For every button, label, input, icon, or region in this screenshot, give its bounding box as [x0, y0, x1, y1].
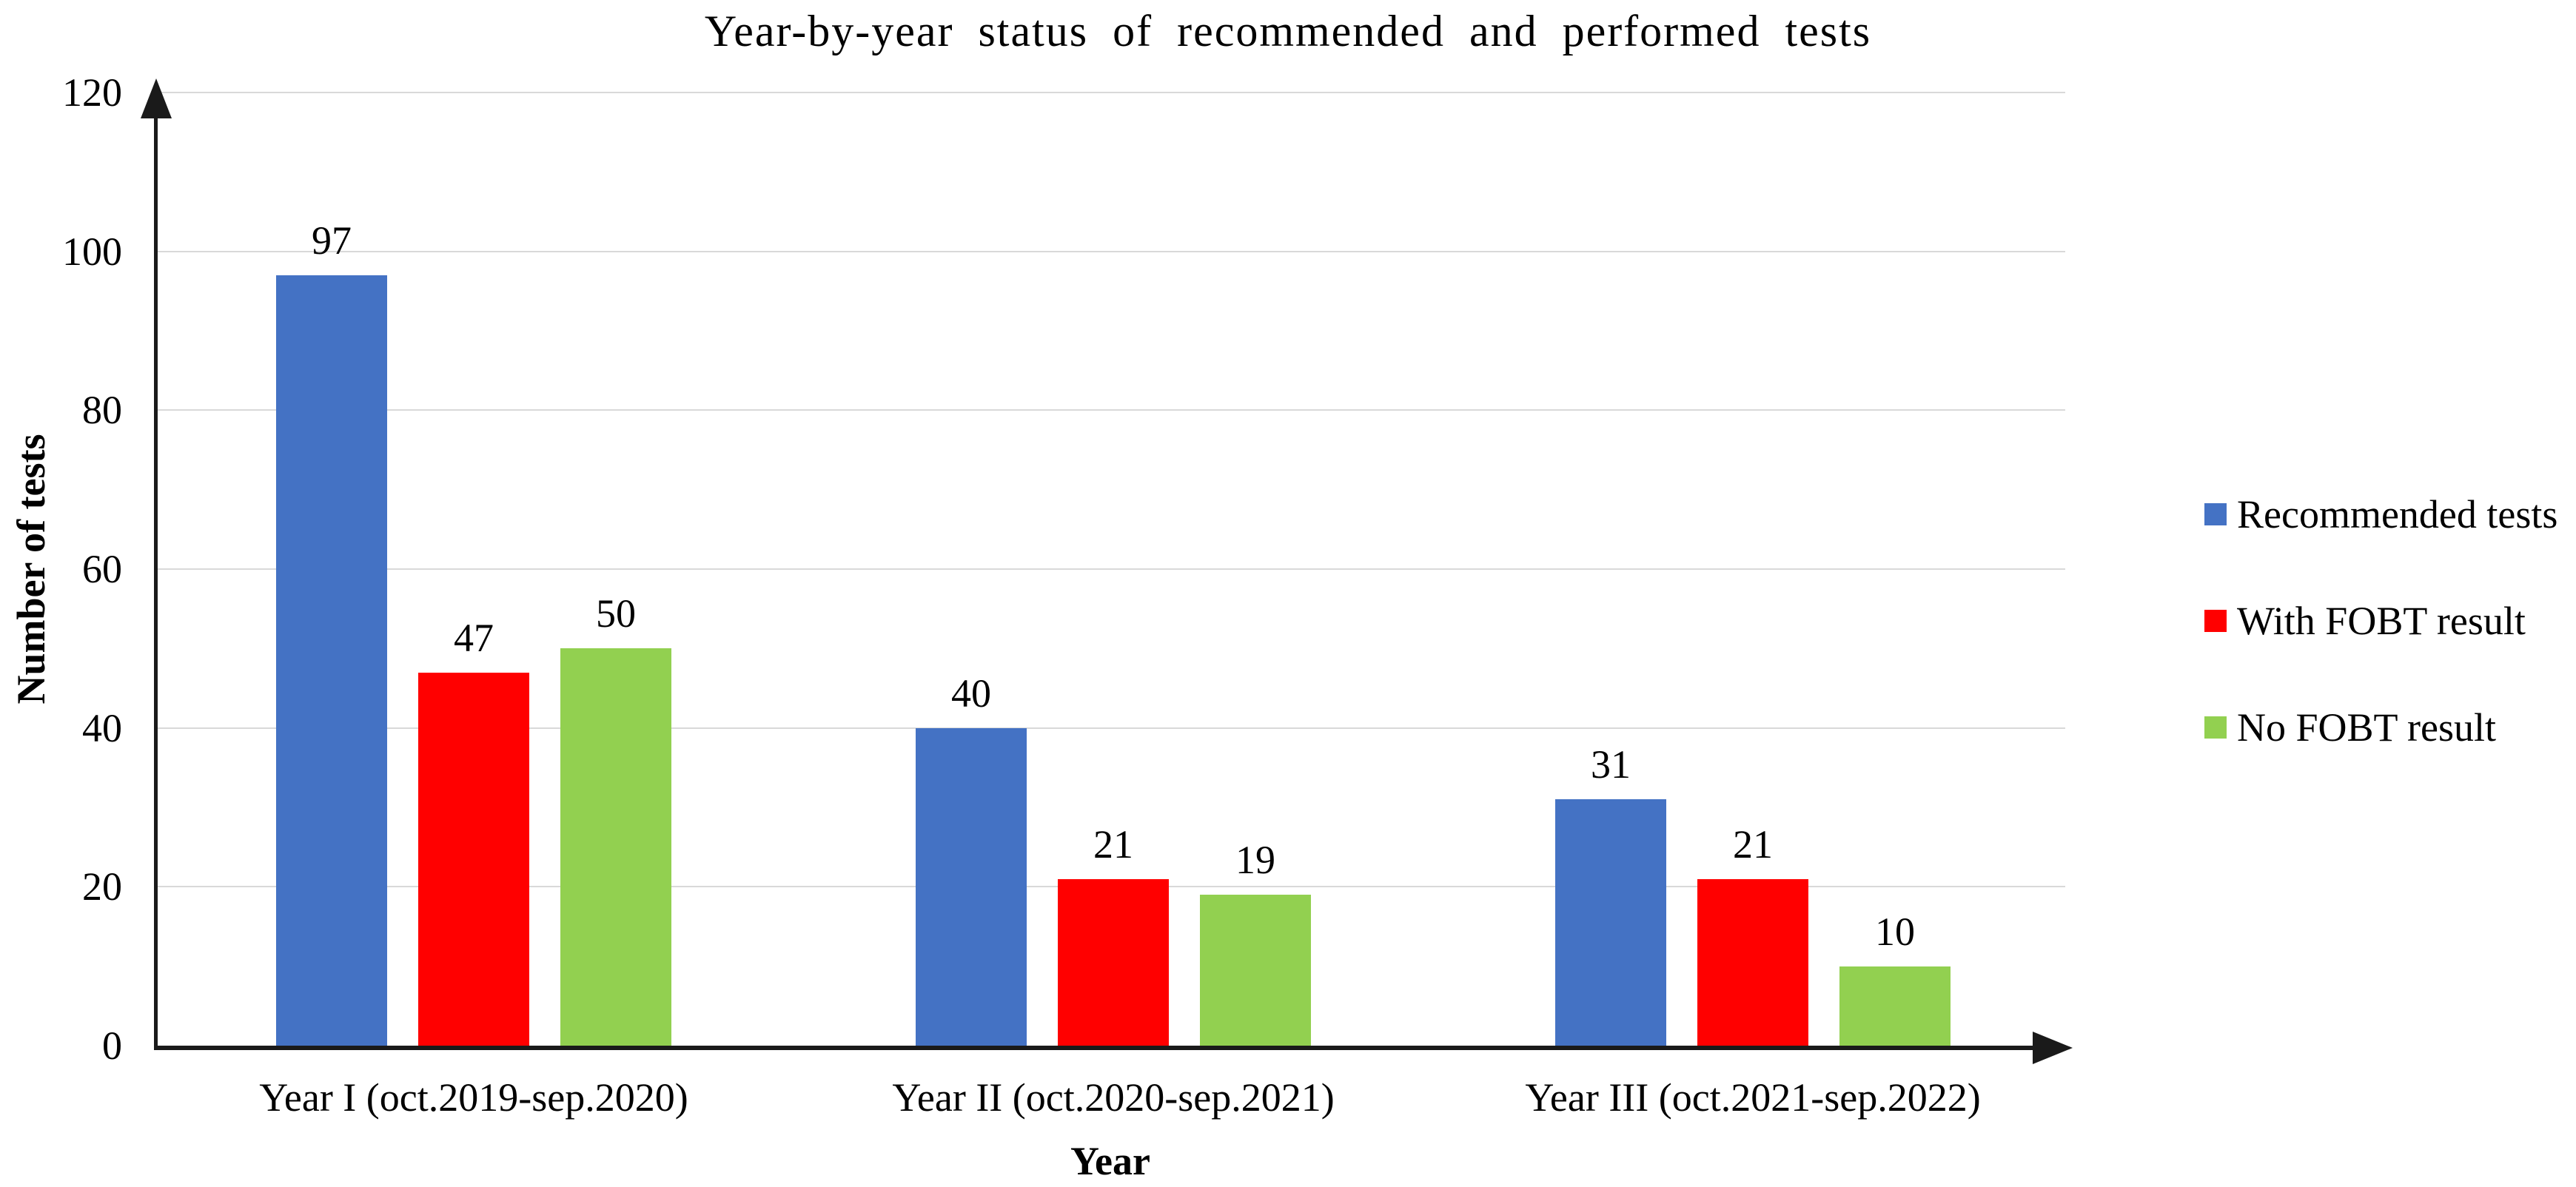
legend-swatch-icon: [2204, 503, 2227, 525]
y-axis-tick-label: 40: [82, 706, 122, 750]
legend-swatch-icon: [2204, 610, 2227, 632]
x-axis-tick-label: Year I (oct.2019-sep.2020): [259, 1075, 688, 1120]
gridline: [154, 409, 2065, 411]
gridline: [154, 568, 2065, 570]
bar-value-label: 10: [1875, 909, 1915, 954]
bar-value-label: 97: [312, 218, 352, 263]
legend-item-with-fobt-result: With FOBT result: [2204, 598, 2526, 644]
legend-item-label: No FOBT result: [2237, 705, 2497, 750]
bar-no-fobt-result: [1839, 966, 1951, 1046]
y-axis-tick-label: 120: [62, 70, 122, 115]
x-axis-arrow-icon: [2033, 1032, 2073, 1064]
bar-value-label: 47: [454, 616, 494, 660]
bar-with-fobt-result: [1697, 879, 1808, 1046]
chart-title: Year-by-year status of recommended and p…: [704, 7, 1872, 56]
bar-value-label: 31: [1591, 742, 1631, 787]
bar-with-fobt-result: [1058, 879, 1169, 1046]
y-axis-tick-label: 80: [82, 388, 122, 432]
x-axis-title: Year: [1070, 1139, 1150, 1183]
y-axis-tick-label: 20: [82, 864, 122, 909]
bar-value-label: 19: [1235, 838, 1275, 882]
bar-no-fobt-result: [1200, 895, 1311, 1046]
y-axis-arrow-icon: [141, 78, 172, 118]
bar-recommended-tests: [1555, 799, 1666, 1046]
x-axis-line: [154, 1046, 2034, 1050]
gridline: [154, 251, 2065, 252]
bar-recommended-tests: [916, 728, 1027, 1046]
y-axis-tick-label: 0: [102, 1023, 122, 1068]
legend-item-label: With FOBT result: [2237, 599, 2526, 643]
bar-no-fobt-result: [560, 648, 671, 1046]
legend-item-label: Recommended tests: [2237, 492, 2558, 537]
legend-item-no-fobt-result: No FOBT result: [2204, 705, 2496, 750]
bar-value-label: 21: [1093, 822, 1133, 867]
bar-recommended-tests: [276, 275, 387, 1046]
bar-value-label: 40: [951, 671, 991, 716]
y-axis-tick-label: 60: [82, 547, 122, 591]
x-axis-tick-label: Year II (oct.2020-sep.2021): [892, 1075, 1335, 1120]
y-axis-line: [154, 96, 158, 1050]
bar-value-label: 50: [596, 591, 636, 636]
bar-with-fobt-result: [418, 673, 529, 1046]
legend-item-recommended-tests: Recommended tests: [2204, 491, 2557, 537]
x-axis-tick-label: Year III (oct.2021-sep.2022): [1525, 1075, 1981, 1120]
legend-swatch-icon: [2204, 716, 2227, 739]
bar-value-label: 21: [1733, 822, 1773, 867]
y-axis-tick-label: 100: [62, 229, 122, 274]
gridline: [154, 727, 2065, 729]
gridline: [154, 92, 2065, 93]
